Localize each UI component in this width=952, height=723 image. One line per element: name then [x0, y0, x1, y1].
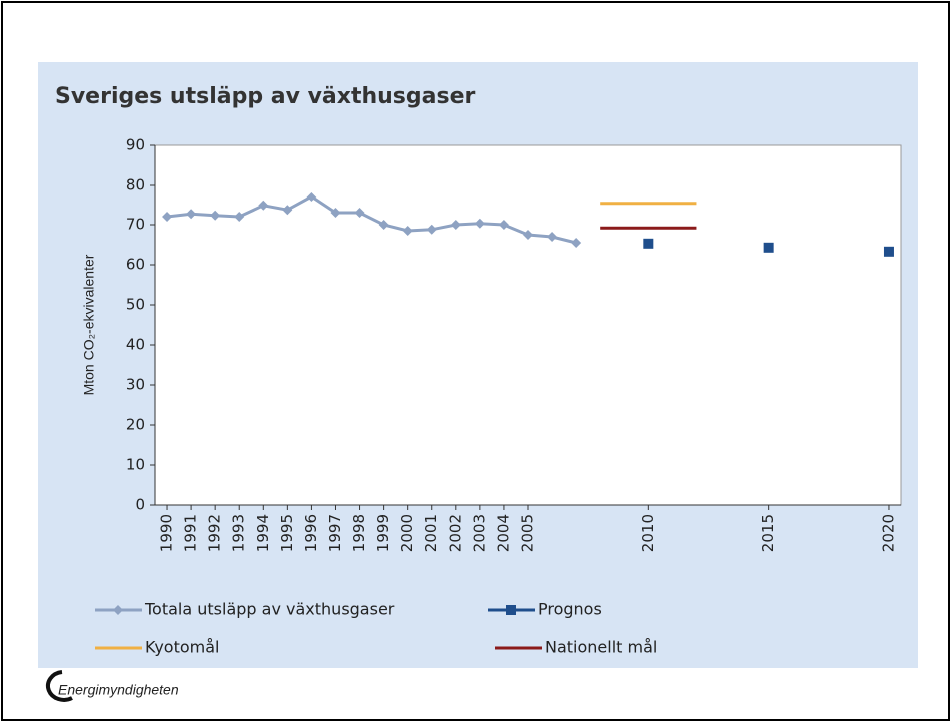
point	[402, 226, 413, 236]
x-tick-label: 1991	[182, 514, 200, 552]
point	[474, 218, 485, 229]
y-tick-label: 20	[126, 416, 145, 434]
chart-title: Sveriges utsläpp av växthusgaser	[55, 84, 476, 109]
point	[354, 208, 365, 218]
x-tick-label: 1994	[254, 514, 272, 552]
x-tick-label: 1990	[158, 514, 176, 552]
legend-marker	[506, 605, 516, 615]
y-tick-label: 0	[135, 496, 145, 514]
legend-label: Nationellt mål	[545, 638, 657, 657]
legend-label: Kyotomål	[145, 638, 219, 657]
point	[883, 246, 894, 257]
y-tick-label: 40	[126, 336, 145, 354]
x-tick-label: 2015	[759, 514, 777, 552]
point	[186, 209, 197, 220]
x-tick-label: 1993	[230, 514, 248, 552]
legend-marker	[113, 605, 123, 615]
x-tick-label: 2001	[422, 514, 440, 552]
y-axis-label: Mton CO₂-ekvivalenter	[81, 254, 97, 395]
point	[210, 210, 221, 221]
x-tick-label: 1996	[302, 514, 320, 552]
plot-area	[154, 144, 902, 506]
point	[330, 208, 341, 218]
y-tick-label: 70	[126, 216, 145, 234]
x-tick-label: 1997	[326, 514, 344, 552]
legend-label: Totala utsläpp av växthusgaser	[144, 600, 395, 619]
logo-mark	[46, 670, 73, 702]
x-tick-label: 2000	[398, 514, 416, 552]
point	[643, 238, 654, 249]
point	[498, 220, 509, 230]
legend-label: Prognos	[538, 600, 602, 619]
x-tick-label: 1998	[350, 514, 368, 552]
x-tick-label: 2005	[519, 514, 537, 552]
x-tick-label: 1995	[278, 514, 296, 552]
point	[258, 200, 269, 211]
point	[306, 192, 317, 202]
point	[378, 220, 389, 230]
y-tick-label: 50	[126, 296, 145, 314]
x-tick-label: 1992	[206, 514, 224, 552]
x-tick-label: 2010	[639, 514, 657, 552]
x-tick-label: 2002	[446, 514, 464, 552]
logo: Energimyndigheten	[46, 670, 179, 702]
x-tick-label: 2020	[879, 514, 897, 552]
point	[426, 224, 437, 235]
y-tick-label: 90	[126, 136, 145, 154]
point	[282, 205, 293, 216]
x-tick-label: 1999	[374, 514, 392, 552]
logo-text: Energimyndigheten	[58, 682, 179, 698]
point	[523, 230, 533, 240]
y-tick-label: 10	[126, 456, 145, 474]
x-tick-label: 2003	[470, 514, 488, 552]
point	[547, 232, 558, 242]
y-tick-label: 60	[126, 256, 145, 274]
y-tick-label: 80	[126, 176, 145, 194]
point	[571, 238, 582, 248]
y-tick-label: 30	[126, 376, 145, 394]
point	[763, 242, 774, 253]
point	[234, 212, 245, 222]
x-tick-label: 2004	[494, 514, 512, 552]
point	[162, 212, 173, 222]
point	[450, 220, 461, 230]
